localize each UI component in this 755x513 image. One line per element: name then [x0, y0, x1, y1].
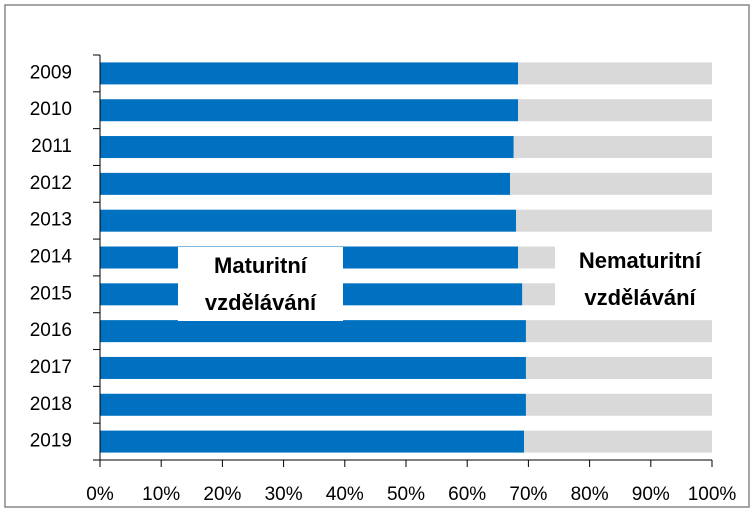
x-tick-label: 20% [203, 484, 241, 505]
bar-segment [525, 356, 712, 379]
bar-segment [517, 62, 712, 85]
x-tick-label: 40% [326, 484, 364, 505]
bar-segment [100, 172, 511, 195]
bar-segment [100, 209, 517, 232]
x-tick-label: 90% [632, 484, 670, 505]
x-tick-label: 0% [86, 484, 114, 505]
bar-segment [513, 136, 712, 159]
x-tick-label: 10% [142, 484, 180, 505]
x-tick-label: 60% [448, 484, 486, 505]
bar-segment [100, 356, 526, 379]
bar-segment [525, 320, 712, 343]
y-tick-label: 2013 [30, 210, 72, 231]
bar-segment [100, 430, 525, 453]
x-tick-label: 70% [509, 484, 547, 505]
y-tick-label: 2009 [30, 62, 72, 83]
bar-segment [100, 320, 526, 343]
x-tick-label: 80% [571, 484, 609, 505]
y-tick-label: 2012 [30, 173, 72, 194]
bar-segment [100, 393, 526, 416]
y-tick-label: 2011 [31, 136, 72, 157]
y-tick-label: 2015 [30, 283, 72, 304]
bar-segment [517, 99, 712, 122]
series-annotation: Nematuritní vzdělávání [555, 242, 725, 316]
y-tick-label: 2014 [30, 247, 73, 268]
x-tick-label: 30% [265, 484, 303, 505]
bar-segment [510, 172, 712, 195]
bar-segment [516, 209, 712, 232]
bar-segment [100, 136, 514, 159]
y-tick-label: 2016 [30, 320, 72, 341]
bar-segment [525, 393, 712, 416]
bar-segment [100, 62, 518, 85]
y-tick-label: 2019 [30, 431, 72, 452]
bar-segment [100, 99, 518, 122]
y-tick-label: 2017 [30, 357, 72, 378]
y-tick-label: 2018 [30, 394, 72, 415]
series-annotation: Maturitní vzdělávání [178, 247, 343, 321]
x-tick-label: 50% [387, 484, 425, 505]
y-tick-label: 2010 [30, 99, 72, 120]
bar-segment [524, 430, 712, 453]
x-tick-label: 100% [688, 484, 737, 505]
